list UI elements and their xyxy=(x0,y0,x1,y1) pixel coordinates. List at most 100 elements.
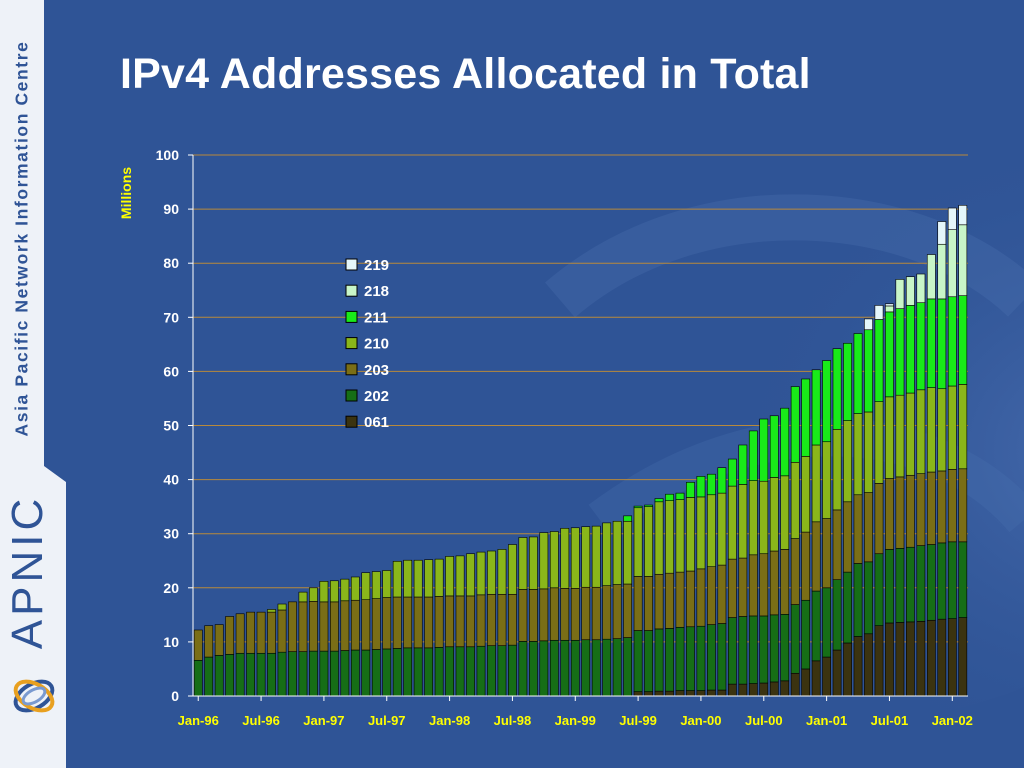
bar-segment-203 xyxy=(371,598,381,650)
bar-segment-061 xyxy=(696,690,706,697)
bar-segment-211 xyxy=(738,444,748,485)
bar-segment-203 xyxy=(769,550,779,616)
bar-segment-210 xyxy=(591,525,601,588)
x-tick-label: Jul-01 xyxy=(871,713,909,728)
bar-segment-210 xyxy=(790,461,800,539)
bar-segment-202 xyxy=(403,647,413,697)
bar-segment-061 xyxy=(633,691,643,697)
bar-segment-203 xyxy=(549,587,559,641)
bar-segment-202 xyxy=(225,654,235,697)
bar-segment-202 xyxy=(424,647,434,697)
legend-label-211: 211 xyxy=(364,309,388,326)
bar-segment-203 xyxy=(654,573,664,630)
bar-segment-219 xyxy=(864,318,873,331)
bar-segment-203 xyxy=(476,594,486,647)
bar-segment-210 xyxy=(350,576,360,601)
bar-segment-203 xyxy=(560,588,570,641)
bar-segment-061 xyxy=(665,690,674,697)
bar-segment-210 xyxy=(549,531,559,589)
x-tick-label: Jul-00 xyxy=(745,713,783,728)
bar-segment-061 xyxy=(790,672,800,697)
y-tick-label: 40 xyxy=(163,472,179,488)
bar-segment-202 xyxy=(319,650,329,697)
bar-segment-203 xyxy=(392,596,402,649)
x-tick-label: Jul-96 xyxy=(242,713,280,728)
bar-segment-219 xyxy=(885,303,894,307)
y-axis-label: Millions xyxy=(118,167,134,219)
bar-segment-061 xyxy=(895,622,905,697)
bar-segment-210 xyxy=(539,532,549,590)
bar-segment-210 xyxy=(633,507,643,577)
bar-segment-210 xyxy=(947,385,957,470)
bar-segment-202 xyxy=(235,652,245,697)
bar-segment-061 xyxy=(675,690,685,697)
bar-segment-203 xyxy=(225,616,235,655)
bar-segment-061 xyxy=(958,617,968,697)
bar-segment-218 xyxy=(947,229,957,298)
bar-segment-202 xyxy=(602,638,612,697)
x-tick-label: Jan-96 xyxy=(178,713,219,728)
x-tick-label: Jul-97 xyxy=(368,713,406,728)
bar-segment-203 xyxy=(591,586,601,641)
bar-segment-061 xyxy=(686,690,695,697)
bar-segment-203 xyxy=(528,589,538,642)
bar-segment-203 xyxy=(413,596,423,649)
bar-segment-203 xyxy=(686,570,695,628)
bar-segment-202 xyxy=(769,614,779,683)
bar-segment-202 xyxy=(707,624,716,691)
bar-segment-210 xyxy=(707,494,716,567)
bar-segment-203 xyxy=(382,597,392,650)
bar-segment-210 xyxy=(675,499,685,573)
bar-segment-202 xyxy=(633,630,643,692)
y-tick-label: 100 xyxy=(156,147,180,163)
bar-segment-203 xyxy=(738,557,748,617)
bar-segment-202 xyxy=(727,617,737,685)
bar-segment-061 xyxy=(843,642,852,697)
x-tick-label: Jan-99 xyxy=(555,713,596,728)
bar-segment-203 xyxy=(193,629,203,661)
bar-segment-210 xyxy=(864,411,873,493)
x-tick-label: Jan-02 xyxy=(932,713,973,728)
bar-segment-211 xyxy=(748,430,758,481)
bar-segment-211 xyxy=(874,319,884,402)
bar-segment-203 xyxy=(916,473,926,546)
bar-segment-210 xyxy=(340,578,350,602)
bar-segment-210 xyxy=(508,544,517,595)
legend-label-203: 203 xyxy=(364,362,389,379)
bar-segment-211 xyxy=(843,342,852,421)
bar-segment-210 xyxy=(319,581,329,603)
bar-segment-203 xyxy=(633,576,643,631)
bar-segment-061 xyxy=(916,621,926,697)
bar-segment-203 xyxy=(309,601,318,652)
bar-segment-203 xyxy=(811,521,821,592)
bar-segment-203 xyxy=(581,586,591,641)
bar-segment-211 xyxy=(780,407,790,477)
bar-segment-203 xyxy=(361,599,371,651)
bar-segment-203 xyxy=(424,596,434,649)
bar-segment-061 xyxy=(644,691,653,697)
bar-segment-203 xyxy=(497,593,507,646)
bar-segment-202 xyxy=(958,541,968,618)
bar-segment-210 xyxy=(843,420,852,503)
bar-segment-211 xyxy=(665,493,674,501)
bar-segment-202 xyxy=(392,648,402,697)
bar-segment-210 xyxy=(445,556,454,597)
bar-segment-203 xyxy=(822,518,832,589)
bar-segment-203 xyxy=(926,471,936,545)
apnic-swirl-logo-icon xyxy=(13,679,55,713)
bar-segment-061 xyxy=(853,636,863,697)
axes: 0 10 20 30 40 50 60 70 80 90 100 Jan-96 Jul-96 Jan-97… xyxy=(156,147,973,728)
bar-segment-202 xyxy=(591,639,601,697)
x-tick-label: Jan-98 xyxy=(429,713,470,728)
bar-segment-211 xyxy=(864,329,873,413)
bar-segment-210 xyxy=(822,441,832,519)
bar-segment-211 xyxy=(832,348,842,430)
bar-segment-061 xyxy=(874,625,884,697)
bar-segment-061 xyxy=(832,649,842,697)
bar-segment-203 xyxy=(696,568,706,627)
bar-segment-210 xyxy=(392,560,402,598)
bar-segment-203 xyxy=(466,595,475,648)
bar-segment-202 xyxy=(686,626,695,691)
bar-segment-210 xyxy=(403,559,413,598)
bar-segment-203 xyxy=(885,478,894,550)
